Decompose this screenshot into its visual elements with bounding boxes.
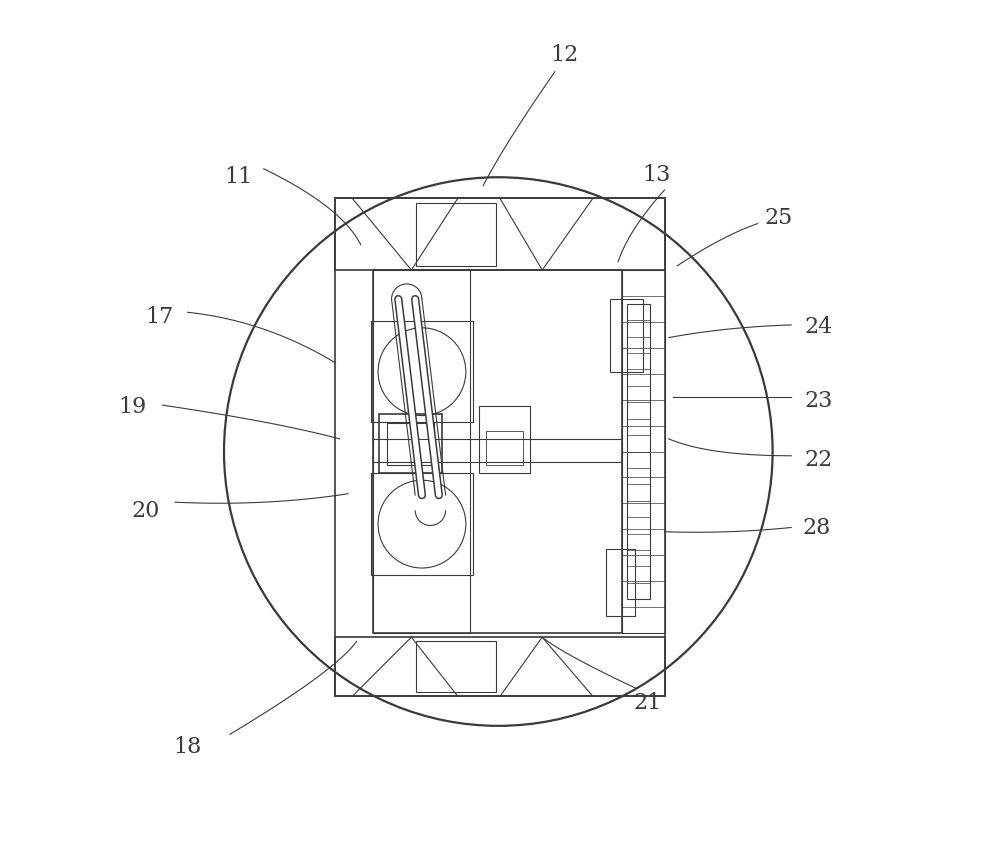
Bar bbox=[373, 270, 622, 633]
Text: 24: 24 bbox=[805, 316, 833, 338]
Text: 22: 22 bbox=[805, 449, 833, 471]
Text: 19: 19 bbox=[119, 396, 147, 418]
Text: 12: 12 bbox=[550, 44, 578, 66]
Bar bbox=[606, 549, 635, 616]
Bar bbox=[610, 299, 643, 371]
Bar bbox=[622, 270, 665, 633]
Bar bbox=[479, 406, 530, 473]
Bar bbox=[416, 203, 496, 266]
Text: 20: 20 bbox=[131, 500, 160, 522]
Bar bbox=[335, 198, 665, 270]
Text: 18: 18 bbox=[174, 736, 202, 758]
Text: 21: 21 bbox=[634, 692, 662, 714]
Text: 25: 25 bbox=[764, 207, 793, 229]
Text: 11: 11 bbox=[224, 166, 252, 188]
Bar bbox=[627, 304, 650, 599]
Text: 23: 23 bbox=[805, 390, 833, 412]
Text: 13: 13 bbox=[642, 164, 670, 186]
Bar bbox=[335, 637, 665, 696]
Text: 17: 17 bbox=[146, 306, 174, 327]
Bar bbox=[379, 414, 442, 473]
Text: 28: 28 bbox=[802, 517, 831, 538]
Bar bbox=[373, 270, 470, 633]
Bar bbox=[371, 473, 473, 575]
Bar bbox=[387, 423, 434, 465]
Bar bbox=[371, 321, 473, 422]
Bar bbox=[486, 431, 523, 465]
Bar bbox=[416, 641, 496, 692]
Bar bbox=[335, 198, 665, 696]
